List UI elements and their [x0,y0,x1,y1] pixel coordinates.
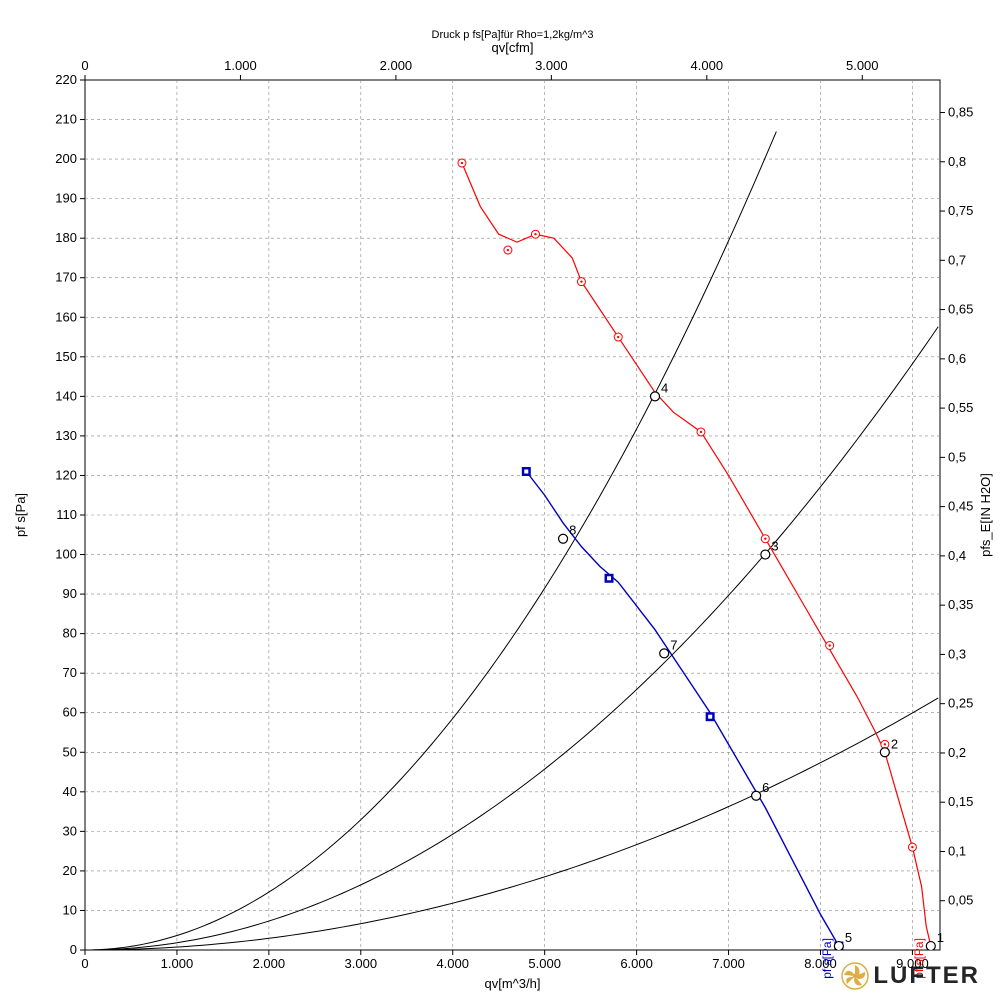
data-point-label-4: 4 [661,380,668,395]
chart-title: Druck p fs[Pa]für Rho=1,2kg/m^3 [432,29,594,41]
data-point-label-3: 3 [771,539,778,554]
xtick-top: 2.000 [380,58,413,73]
data-point-6 [752,791,761,800]
data-point-1 [926,942,935,951]
xtick-top: 4.000 [691,58,724,73]
ytick-left: 0 [70,942,77,957]
ytick-left: 40 [63,784,77,799]
axis-bottom-label: qv[m^3/h] [485,976,541,991]
ytick-right: 0,45 [948,499,973,514]
data-point-label-2: 2 [891,736,898,751]
ytick-left: 60 [63,705,77,720]
ytick-left: 110 [56,507,77,522]
ytick-right: 0,85 [948,105,973,120]
ytick-right: 0,15 [948,794,973,809]
ytick-right: 0,6 [948,351,966,366]
data-point-label-1: 1 [937,930,944,945]
xtick-bottom: 6.000 [620,956,653,971]
ytick-right: 0,2 [948,745,966,760]
ytick-left: 190 [55,191,77,206]
ytick-left: 150 [55,349,77,364]
ytick-right: 0,55 [948,400,973,415]
watermark: LUFTER [841,962,980,990]
ytick-right: 0,8 [948,154,966,169]
ytick-right: 0,25 [948,696,973,711]
system-curve-3 [85,698,938,950]
xtick-bottom: 7.000 [712,956,745,971]
xtick-bottom: 2.000 [253,956,286,971]
ytick-right: 0,1 [948,843,966,858]
axis-right-label: pfs_E[IN H2O] [978,473,993,557]
ytick-right: 0,4 [948,548,966,563]
data-point-label-5: 5 [845,930,852,945]
xtick-bottom: 4.000 [436,956,469,971]
xtick-top: 5.000 [846,58,879,73]
data-point-5 [834,942,843,951]
ytick-left: 30 [63,823,77,838]
ytick-left: 20 [63,863,77,878]
ytick-left: 50 [63,744,77,759]
axis-top-label: qv[cfm] [492,40,534,55]
ytick-left: 120 [55,467,77,482]
data-point-label-6: 6 [762,780,769,795]
fan-icon [841,962,869,990]
ytick-left: 220 [55,72,77,87]
ytick-left: 140 [55,388,77,403]
ytick-right: 0,35 [948,597,973,612]
series-blue-label: pf s[Pa] [820,938,834,979]
xtick-bottom: 1.000 [161,956,194,971]
ytick-left: 130 [55,428,77,443]
chart-container: 0102030405060708090100110120130140150160… [0,0,1000,1000]
ytick-right: 0,5 [948,449,966,464]
ytick-left: 10 [63,902,77,917]
xtick-bottom: 5.000 [528,956,561,971]
ytick-left: 160 [55,309,77,324]
xtick-bottom: 3.000 [345,956,378,971]
xtick-top: 0 [81,58,88,73]
chart-svg: 0102030405060708090100110120130140150160… [0,0,1000,1000]
xtick-bottom: 0 [81,956,88,971]
system-curve-1 [85,132,776,950]
watermark-text: LUFTER [873,962,980,990]
data-point-8 [559,534,568,543]
data-point-label-8: 8 [569,523,576,538]
data-point-4 [651,392,660,401]
ytick-left: 80 [63,626,77,641]
axis-left-label: pf s[Pa] [13,493,28,537]
ytick-right: 0,65 [948,302,973,317]
ytick-left: 200 [55,151,77,166]
data-point-label-7: 7 [670,637,677,652]
xtick-top: 1.000 [224,58,257,73]
ytick-right: 0,7 [948,252,966,267]
ytick-left: 170 [55,270,77,285]
ytick-left: 180 [55,230,77,245]
ytick-left: 70 [63,665,77,680]
data-point-7 [660,649,669,658]
ytick-right: 0,05 [948,893,973,908]
ytick-left: 100 [55,547,77,562]
ytick-right: 0,3 [948,646,966,661]
data-point-2 [880,748,889,757]
data-point-3 [761,550,770,559]
ytick-left: 90 [63,586,77,601]
ytick-left: 210 [55,112,77,127]
xtick-top: 3.000 [535,58,568,73]
ytick-right: 0,75 [948,203,973,218]
